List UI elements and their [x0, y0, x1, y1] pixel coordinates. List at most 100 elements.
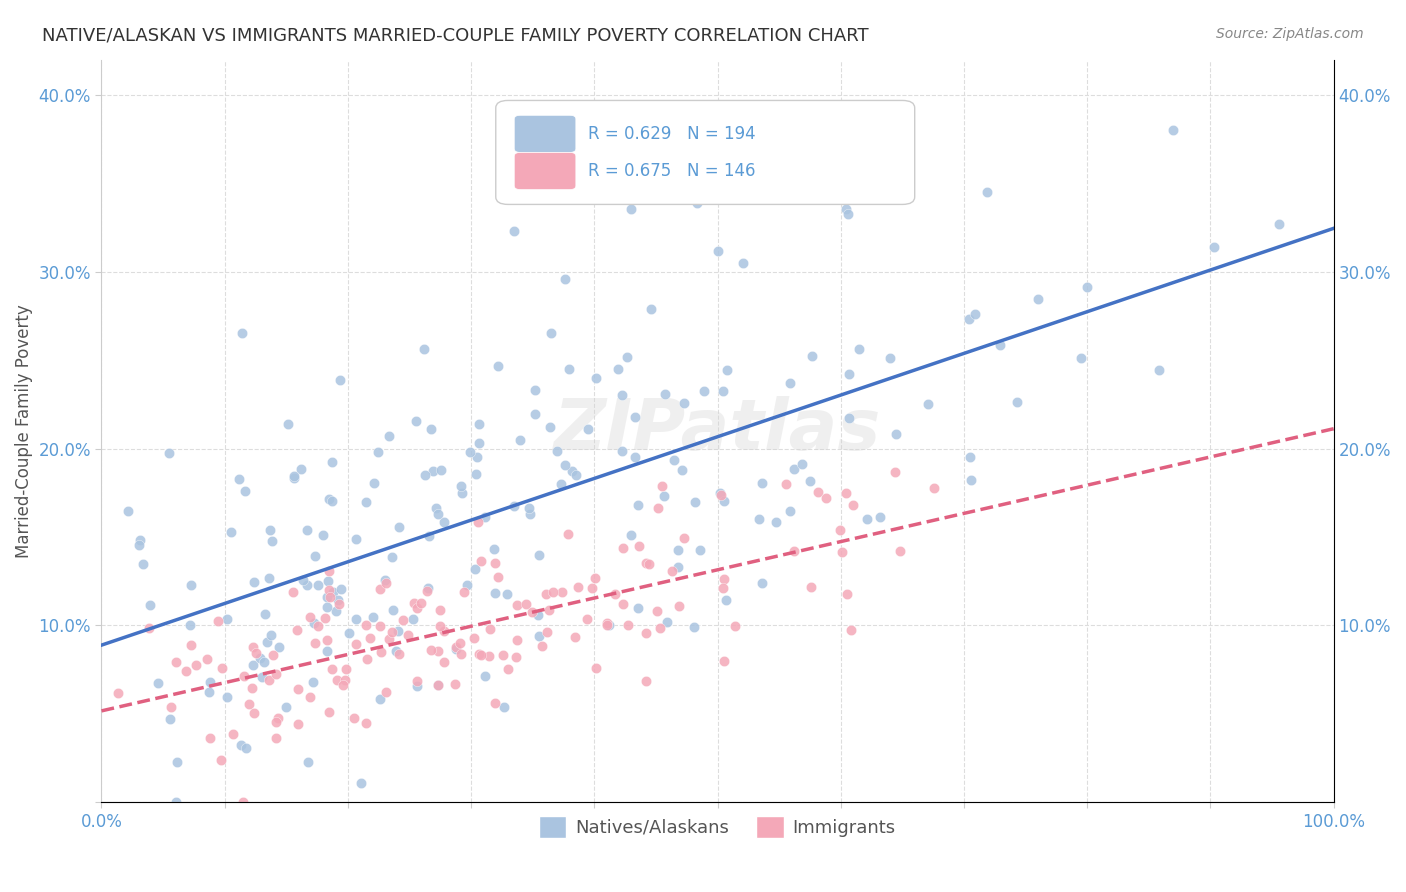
Natives/Alaskans: [128, 538, 150, 552]
Natives/Alaskans: [132, 557, 155, 571]
FancyBboxPatch shape: [515, 115, 576, 153]
Natives/Alaskans: [561, 464, 583, 478]
Natives/Alaskans: [321, 455, 343, 469]
Natives/Alaskans: [385, 643, 408, 657]
Immigrants: [411, 597, 433, 611]
Natives/Alaskans: [290, 462, 312, 476]
Immigrants: [648, 621, 671, 635]
Immigrants: [405, 673, 427, 688]
Immigrants: [138, 621, 160, 635]
Immigrants: [567, 580, 589, 594]
Natives/Alaskans: [838, 411, 860, 425]
Immigrants: [505, 649, 527, 664]
Immigrants: [433, 624, 456, 639]
Natives/Alaskans: [620, 527, 643, 541]
Immigrants: [304, 636, 326, 650]
Natives/Alaskans: [482, 541, 505, 556]
Natives/Alaskans: [765, 515, 787, 529]
Natives/Alaskans: [378, 429, 401, 443]
Immigrants: [356, 617, 378, 632]
Immigrants: [564, 630, 586, 644]
Natives/Alaskans: [607, 362, 630, 376]
Natives/Alaskans: [1076, 279, 1098, 293]
Natives/Alaskans: [610, 388, 633, 402]
Natives/Alaskans: [683, 620, 706, 634]
Natives/Alaskans: [524, 407, 547, 421]
Natives/Alaskans: [242, 657, 264, 672]
Immigrants: [332, 678, 354, 692]
Natives/Alaskans: [554, 272, 576, 286]
Natives/Alaskans: [1026, 292, 1049, 306]
Natives/Alaskans: [550, 477, 572, 491]
Natives/Alaskans: [554, 458, 576, 472]
Text: ZIPatlas: ZIPatlas: [554, 396, 882, 466]
Natives/Alaskans: [402, 611, 425, 625]
Immigrants: [391, 613, 413, 627]
Immigrants: [612, 541, 634, 555]
Immigrants: [107, 686, 129, 700]
Natives/Alaskans: [495, 587, 517, 601]
Natives/Alaskans: [291, 573, 314, 587]
Natives/Alaskans: [413, 467, 436, 482]
Natives/Alaskans: [585, 371, 607, 385]
Natives/Alaskans: [792, 457, 814, 471]
Immigrants: [486, 570, 509, 584]
Immigrants: [264, 731, 287, 746]
Immigrants: [467, 515, 489, 529]
Immigrants: [264, 666, 287, 681]
Natives/Alaskans: [198, 675, 221, 690]
Immigrants: [240, 681, 263, 696]
Natives/Alaskans: [346, 532, 368, 546]
Immigrants: [262, 648, 284, 662]
Natives/Alaskans: [257, 571, 280, 585]
Natives/Alaskans: [751, 576, 773, 591]
Natives/Alaskans: [165, 795, 187, 809]
Immigrants: [922, 482, 945, 496]
Natives/Alaskans: [484, 586, 506, 600]
Immigrants: [259, 673, 281, 688]
FancyBboxPatch shape: [515, 153, 576, 190]
Immigrants: [328, 598, 350, 612]
Immigrants: [496, 663, 519, 677]
Natives/Alaskans: [685, 495, 707, 509]
Natives/Alaskans: [367, 445, 389, 459]
Natives/Alaskans: [464, 467, 486, 481]
Natives/Alaskans: [249, 651, 271, 665]
Immigrants: [581, 581, 603, 595]
Natives/Alaskans: [307, 578, 329, 592]
Natives/Alaskans: [374, 574, 396, 588]
Natives/Alaskans: [419, 422, 441, 436]
Immigrants: [419, 643, 441, 657]
Natives/Alaskans: [624, 450, 647, 464]
Immigrants: [647, 501, 669, 516]
Immigrants: [343, 711, 366, 725]
Natives/Alaskans: [627, 601, 650, 615]
Immigrants: [404, 596, 426, 610]
Natives/Alaskans: [315, 590, 337, 604]
Immigrants: [242, 640, 264, 655]
Natives/Alaskans: [652, 489, 675, 503]
Natives/Alaskans: [751, 476, 773, 491]
Natives/Alaskans: [664, 452, 686, 467]
Immigrants: [889, 544, 911, 558]
Immigrants: [354, 715, 377, 730]
Immigrants: [318, 706, 340, 720]
Immigrants: [374, 685, 396, 699]
Immigrants: [318, 582, 340, 597]
Natives/Alaskans: [837, 207, 859, 221]
Natives/Alaskans: [1070, 351, 1092, 366]
Natives/Alaskans: [960, 473, 983, 487]
Natives/Alaskans: [250, 670, 273, 684]
Natives/Alaskans: [157, 446, 180, 460]
Immigrants: [831, 544, 853, 558]
Immigrants: [841, 498, 863, 512]
Natives/Alaskans: [233, 484, 256, 499]
Natives/Alaskans: [529, 629, 551, 643]
Immigrants: [370, 645, 392, 659]
Immigrants: [267, 711, 290, 725]
Natives/Alaskans: [517, 500, 540, 515]
Natives/Alaskans: [326, 593, 349, 607]
Natives/Alaskans: [799, 474, 821, 488]
Text: R = 0.629   N = 194: R = 0.629 N = 194: [588, 125, 756, 143]
Natives/Alaskans: [217, 690, 239, 704]
